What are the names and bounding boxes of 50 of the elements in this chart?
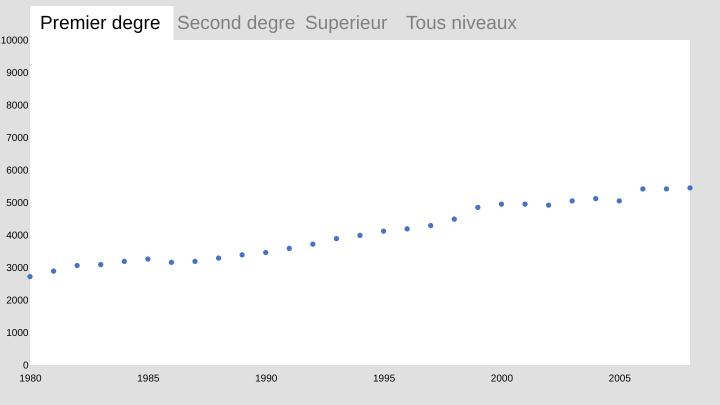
text: Tous niveaux [406, 13, 518, 34]
point [239, 252, 245, 258]
x-tick-label: 2005 [608, 374, 632, 384]
point [216, 255, 222, 261]
x-tick-label: 1995 [372, 374, 396, 384]
y-tick-label: 10000 [0, 36, 29, 46]
text: Second degre [177, 13, 296, 34]
point [168, 260, 174, 265]
y-tick-label: 1000 [6, 328, 29, 339]
x-tick-label: 1985 [137, 374, 160, 384]
point [428, 222, 434, 228]
point [263, 250, 268, 256]
y-tick-label: 7000 [6, 133, 29, 144]
point [286, 246, 292, 251]
point [357, 232, 363, 238]
point [593, 196, 598, 202]
x-tick-label: 2000 [490, 374, 514, 384]
point [546, 202, 552, 208]
point [192, 258, 198, 264]
point [310, 241, 316, 247]
point [616, 198, 622, 204]
point [98, 262, 104, 268]
point [664, 186, 670, 192]
y-tick-label: 5000 [6, 198, 29, 209]
point [404, 226, 410, 232]
point [145, 256, 151, 262]
point [74, 262, 80, 268]
point [452, 216, 457, 222]
point [522, 201, 528, 207]
y-tick-label: 8000 [6, 100, 29, 112]
y-tick-label: 9000 [6, 68, 29, 79]
y-tick-label: 0 [22, 360, 29, 372]
point [687, 185, 693, 191]
y-tick-label: 4000 [6, 230, 29, 242]
point [27, 274, 33, 280]
chart-title: Premier degre [40, 13, 160, 34]
y-tick-label: 2000 [6, 296, 29, 306]
y-tick-label: 6000 [6, 166, 29, 176]
x-tick-label: 1990 [255, 374, 278, 384]
point [475, 204, 481, 210]
point [640, 186, 646, 192]
point [380, 228, 386, 234]
y-tick-label: 3000 [6, 263, 29, 274]
point [498, 201, 504, 207]
point [569, 198, 575, 204]
point [122, 258, 127, 264]
point [334, 236, 340, 242]
point [50, 268, 56, 274]
x-tick-label: 1980 [19, 374, 42, 384]
text: Superieur [305, 13, 388, 34]
